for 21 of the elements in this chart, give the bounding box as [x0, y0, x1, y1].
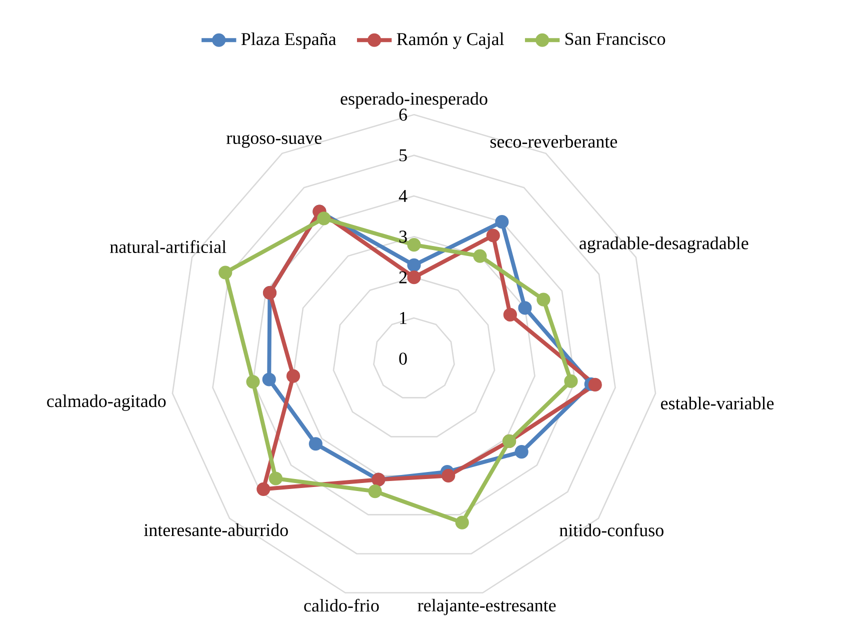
legend-label: Plaza España	[241, 32, 336, 49]
y-tick-label: 6	[399, 108, 407, 121]
spoke-label: natural-artificial	[110, 240, 226, 254]
y-tick-label: 5	[400, 149, 407, 162]
y-tick-label: 4	[398, 190, 408, 202]
spoke-label: relajante-estresante	[418, 598, 556, 616]
y-tick-label: 1	[400, 312, 406, 324]
spoke-label: rugoso-suave	[226, 134, 322, 148]
legend-label: Ramón y Cajal	[396, 32, 504, 49]
spoke-label: seco-reverberante	[490, 135, 618, 148]
y-tick-label: 3	[399, 230, 407, 243]
spoke-label: agradable-desagradable	[580, 236, 748, 254]
spoke-label: calido-frio	[304, 598, 379, 612]
spoke-label: interesante-aburrido	[144, 524, 288, 536]
legend-label: San Francisco	[566, 32, 666, 45]
spoke-label: nitido-confuso	[560, 524, 664, 536]
spoke-label: estable-variable	[661, 396, 774, 410]
spoke-label: calmado-agitado	[47, 394, 166, 411]
y-tick-label: 2	[399, 271, 407, 284]
y-tick-label: 0	[399, 352, 407, 365]
spoke-label: esperado-inesperado	[340, 92, 488, 108]
